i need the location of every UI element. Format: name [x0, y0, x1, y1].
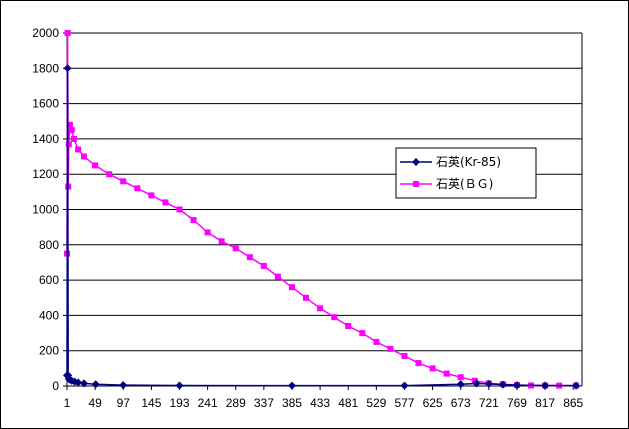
x-tick-label: 193	[169, 396, 189, 410]
legend-marker-bg	[413, 181, 419, 187]
data-point	[66, 121, 73, 128]
x-tick-label: 97	[117, 396, 131, 410]
data-point	[134, 185, 141, 192]
y-tick-label: 800	[39, 238, 59, 252]
data-point	[80, 379, 88, 388]
data-point	[120, 178, 127, 185]
data-point	[541, 381, 550, 390]
x-tick-label: 865	[563, 396, 583, 410]
x-tick-label: 145	[141, 396, 161, 410]
data-point	[148, 192, 155, 199]
y-tick-label: 1400	[32, 132, 59, 146]
data-point	[400, 381, 409, 390]
x-tick-label: 625	[423, 396, 443, 410]
x-tick-label: 673	[451, 396, 471, 410]
y-tick-label: 1000	[32, 203, 59, 217]
legend-label-kr85: 石英(Kr-85)	[436, 155, 501, 169]
series-layer	[63, 30, 581, 390]
data-point	[373, 338, 380, 345]
data-point	[71, 135, 77, 142]
x-tick-label: 1	[64, 396, 71, 410]
legend-marker-kr85	[412, 158, 420, 166]
x-tick-label: 529	[366, 396, 386, 410]
data-point	[75, 146, 82, 153]
data-point	[443, 370, 450, 377]
y-tick-label: 2000	[32, 26, 59, 40]
y-tick-label: 600	[39, 273, 59, 287]
data-point	[218, 238, 225, 245]
data-point	[289, 284, 295, 291]
data-point	[387, 345, 394, 352]
data-point	[345, 323, 352, 329]
data-point	[572, 381, 581, 390]
data-point	[415, 360, 422, 367]
data-point	[274, 273, 281, 280]
data-point	[303, 294, 309, 301]
data-point	[119, 381, 128, 390]
x-tick-label: 577	[394, 396, 414, 410]
x-tick-label: 481	[338, 396, 358, 410]
x-tick-label: 817	[535, 396, 555, 410]
data-point	[331, 314, 338, 321]
legend-label-bg: 石英(ＢＧ)	[436, 177, 493, 191]
series-0	[63, 64, 581, 390]
data-point	[471, 377, 478, 384]
y-tick-label: 400	[39, 308, 59, 322]
data-point	[513, 381, 521, 390]
x-tick-label: 433	[310, 396, 330, 410]
legend: 石英(Kr-85) 石英(ＢＧ)	[395, 147, 537, 199]
data-point	[429, 365, 436, 372]
data-point	[484, 379, 493, 388]
data-point	[65, 141, 72, 148]
data-point	[457, 374, 464, 381]
legend-box	[395, 147, 537, 199]
data-point	[81, 153, 87, 160]
data-point	[175, 381, 184, 390]
x-tick-label: 337	[254, 396, 274, 410]
y-tick-label: 0	[52, 379, 59, 393]
data-point	[176, 206, 183, 213]
data-point	[63, 64, 72, 73]
y-tick-label: 1800	[32, 61, 59, 75]
x-tick-label: 241	[198, 396, 218, 410]
data-point	[359, 330, 366, 337]
data-point	[401, 353, 408, 359]
x-tick-label: 769	[507, 396, 527, 410]
data-point	[68, 127, 75, 134]
data-point	[106, 171, 113, 178]
data-point	[92, 162, 99, 169]
data-point	[64, 30, 71, 36]
data-point	[232, 245, 239, 252]
data-point	[74, 378, 83, 387]
data-point	[472, 379, 481, 388]
data-point	[190, 217, 197, 224]
data-point	[91, 380, 100, 389]
x-tick-label: 721	[479, 396, 499, 410]
y-tick-label: 1200	[32, 167, 59, 181]
data-point	[260, 263, 267, 269]
data-point	[204, 229, 211, 236]
data-point	[317, 305, 324, 312]
gridlines	[67, 32, 583, 386]
data-point	[246, 254, 253, 261]
data-point	[456, 380, 465, 389]
x-tick-label: 49	[88, 396, 102, 410]
y-tick-label: 1600	[32, 97, 59, 111]
x-tick-label: 289	[226, 396, 246, 410]
data-point	[498, 380, 507, 389]
y-tick-label: 200	[39, 344, 59, 358]
data-point	[162, 199, 169, 206]
axes: 0 200 400 600 800 1000 1200 1400 1600 1800 2000 1 49…	[32, 26, 583, 410]
x-tick-label: 385	[282, 396, 302, 410]
data-point	[288, 381, 296, 390]
